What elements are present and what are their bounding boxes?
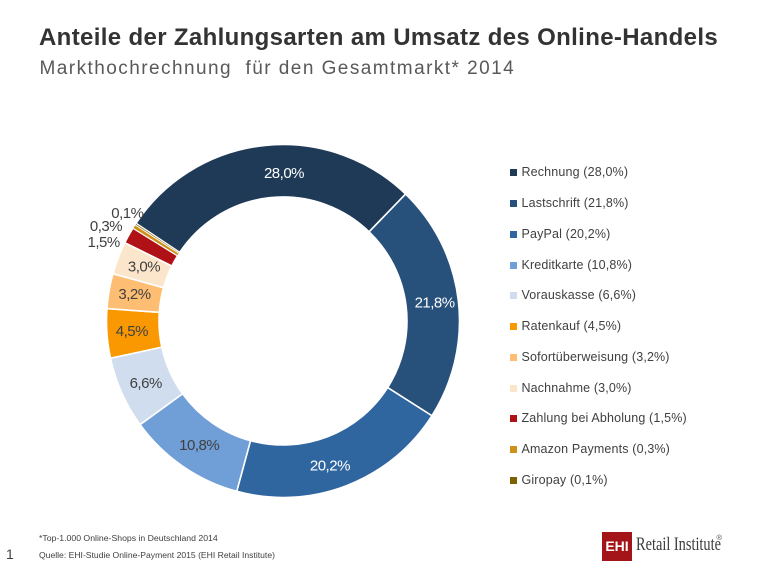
svg-text:21,8%: 21,8% [415, 295, 455, 312]
svg-text:1,5%: 1,5% [87, 234, 119, 251]
svg-text:0,1%: 0,1% [111, 205, 143, 222]
svg-text:28,0%: 28,0% [264, 165, 304, 182]
svg-text:10,8%: 10,8% [179, 437, 219, 454]
svg-text:0,3%: 0,3% [90, 218, 122, 235]
svg-text:4,5%: 4,5% [116, 323, 148, 340]
svg-text:3,2%: 3,2% [118, 286, 150, 303]
svg-text:6,6%: 6,6% [130, 375, 162, 392]
svg-text:3,0%: 3,0% [128, 259, 160, 276]
svg-text:20,2%: 20,2% [310, 457, 350, 474]
